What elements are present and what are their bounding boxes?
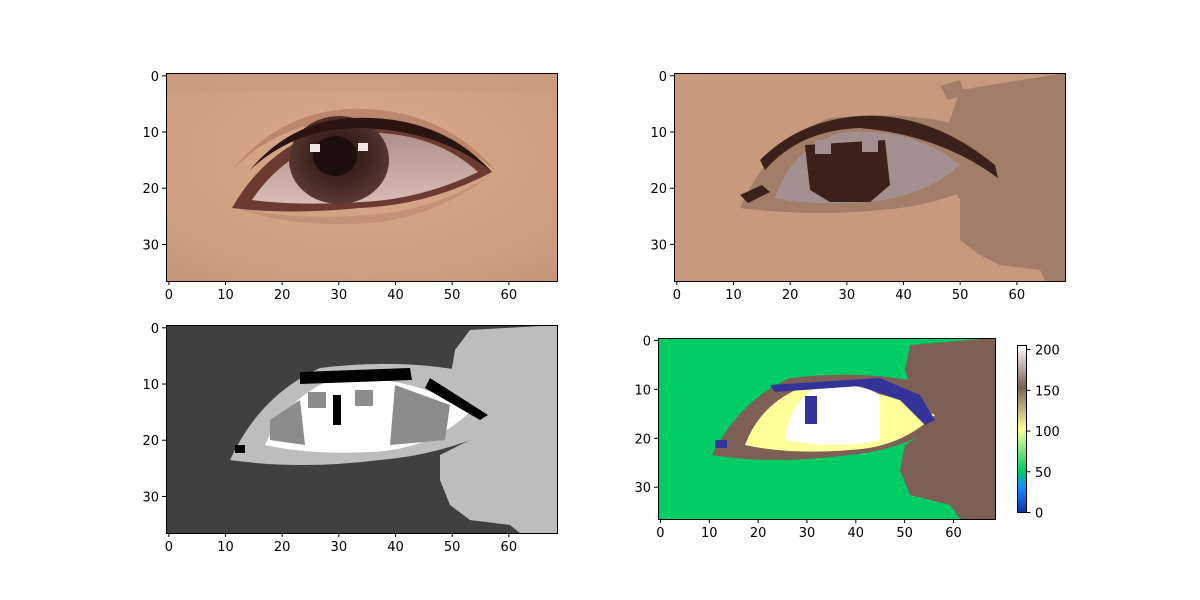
x-tick-label: 60 (945, 526, 962, 541)
y-tick-label: 10 (634, 383, 651, 398)
y-tick-label: 0 (659, 70, 667, 85)
colorbar-tick-label: 50 (1035, 466, 1052, 481)
x-tick-label: 30 (839, 288, 856, 303)
x-tick-label: 50 (444, 288, 461, 303)
x-tick-label: 60 (501, 288, 518, 303)
x-tick-label: 30 (331, 540, 348, 555)
x-tick-label: 30 (799, 526, 816, 541)
x-axis-ticks: 0 10 20 30 40 50 60 (673, 281, 1025, 303)
x-axis-ticks: 0 10 20 30 40 50 60 (165, 533, 517, 555)
y-tick-label: 30 (650, 238, 667, 253)
x-tick-label: 10 (217, 288, 234, 303)
axes-frame (658, 338, 996, 520)
quantized-color-image (674, 73, 1065, 281)
x-tick-label: 40 (895, 288, 912, 303)
x-tick-label: 10 (725, 288, 742, 303)
y-tick-label: 0 (151, 70, 159, 85)
x-tick-label: 0 (673, 288, 681, 303)
y-tick-label: 20 (634, 432, 651, 447)
y-axis-ticks: 0 10 20 30 (650, 70, 674, 253)
x-tick-label: 20 (274, 540, 291, 555)
x-tick-label: 50 (444, 540, 461, 555)
x-tick-label: 60 (501, 540, 518, 555)
x-tick-label: 40 (848, 526, 865, 541)
grayscale-label-image (166, 325, 557, 533)
x-tick-label: 10 (701, 526, 718, 541)
x-tick-label: 0 (165, 540, 173, 555)
y-tick-label: 10 (142, 126, 159, 141)
x-tick-label: 50 (896, 526, 913, 541)
y-tick-label: 0 (151, 322, 159, 337)
x-tick-label: 30 (331, 288, 348, 303)
terrain-colormap-image (658, 338, 995, 519)
axes-frame (166, 73, 558, 282)
x-axis-ticks: 0 10 20 30 40 50 60 (165, 281, 517, 303)
panel-grayscale-labels: 0 10 20 30 40 50 60 0 10 20 30 (142, 322, 558, 555)
x-tick-label: 20 (274, 288, 291, 303)
y-axis-ticks: 0 10 20 30 (142, 322, 166, 505)
x-tick-label: 10 (217, 540, 234, 555)
colorbar-tick-label: 0 (1035, 507, 1043, 522)
y-axis-ticks: 0 10 20 30 (634, 334, 658, 496)
y-tick-label: 10 (142, 378, 159, 393)
x-tick-label: 50 (952, 288, 969, 303)
y-tick-label: 30 (142, 238, 159, 253)
x-tick-label: 40 (387, 288, 404, 303)
y-tick-label: 20 (142, 434, 159, 449)
axes-frame (674, 73, 1066, 282)
panel-terrain-colormap: 0 10 20 30 40 50 60 0 10 20 30 0 50 100 150 200 (634, 334, 1059, 541)
x-tick-label: 20 (782, 288, 799, 303)
y-tick-label: 10 (650, 126, 667, 141)
colorbar-ticks: 0 50 100 150 200 (1026, 344, 1060, 522)
colorbar-tick-label: 100 (1035, 425, 1060, 440)
eye-photo-image (166, 73, 557, 281)
y-tick-label: 0 (643, 334, 651, 349)
x-axis-ticks: 0 10 20 30 40 50 60 (656, 519, 962, 541)
y-tick-label: 20 (650, 182, 667, 197)
colorbar-tick-label: 200 (1035, 344, 1060, 359)
axes-frame (166, 325, 558, 534)
colorbar: 0 50 100 150 200 (1017, 344, 1060, 522)
panel-quantized-color: 0 10 20 30 40 50 60 0 10 20 30 (650, 70, 1066, 303)
colorbar-gradient (1017, 345, 1027, 513)
colorbar-tick-label: 150 (1035, 384, 1060, 399)
x-tick-label: 60 (1009, 288, 1026, 303)
y-tick-label: 20 (142, 182, 159, 197)
panel-original: 0 10 20 30 40 50 60 0 10 20 30 (142, 70, 558, 303)
y-axis-ticks: 0 10 20 30 (142, 70, 166, 253)
x-tick-label: 20 (750, 526, 767, 541)
x-tick-label: 0 (656, 526, 664, 541)
y-tick-label: 30 (634, 481, 651, 496)
x-tick-label: 0 (165, 288, 173, 303)
x-tick-label: 40 (387, 540, 404, 555)
y-tick-label: 30 (142, 490, 159, 505)
